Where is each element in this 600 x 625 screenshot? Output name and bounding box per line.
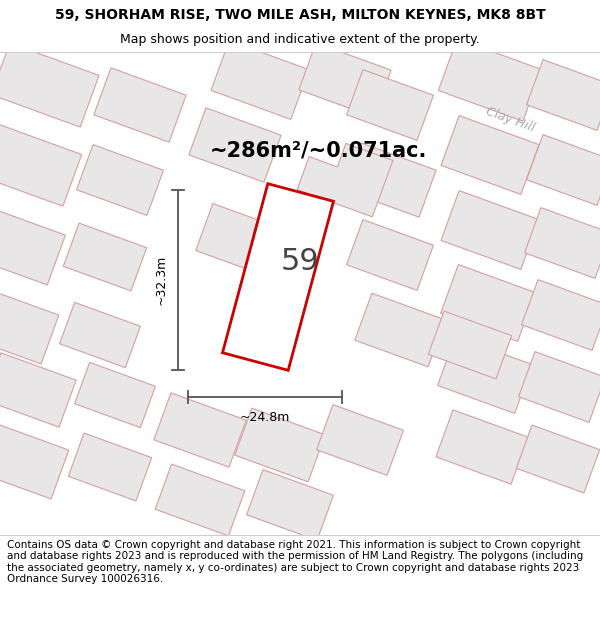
Text: Contains OS data © Crown copyright and database right 2021. This information is : Contains OS data © Crown copyright and d…: [7, 539, 583, 584]
Polygon shape: [235, 408, 325, 482]
Polygon shape: [68, 433, 152, 501]
Polygon shape: [189, 108, 281, 182]
Polygon shape: [527, 134, 600, 206]
Polygon shape: [64, 223, 146, 291]
Polygon shape: [0, 286, 59, 364]
Polygon shape: [154, 393, 246, 467]
Polygon shape: [437, 336, 532, 414]
Polygon shape: [436, 410, 528, 484]
Polygon shape: [440, 264, 535, 341]
Text: ~24.8m: ~24.8m: [240, 411, 290, 424]
Polygon shape: [347, 69, 433, 141]
Polygon shape: [441, 116, 539, 194]
Polygon shape: [344, 143, 436, 217]
Polygon shape: [155, 464, 245, 536]
Polygon shape: [317, 404, 403, 476]
Text: 59: 59: [281, 248, 319, 276]
Polygon shape: [299, 43, 391, 117]
Polygon shape: [439, 39, 542, 121]
Polygon shape: [196, 204, 279, 276]
Polygon shape: [223, 184, 334, 371]
Text: 59, SHORHAM RISE, TWO MILE ASH, MILTON KEYNES, MK8 8BT: 59, SHORHAM RISE, TWO MILE ASH, MILTON K…: [55, 8, 545, 21]
Polygon shape: [0, 43, 99, 127]
Text: Clay Hill: Clay Hill: [484, 105, 536, 135]
Polygon shape: [0, 124, 82, 206]
Text: ~286m²/~0.071ac.: ~286m²/~0.071ac.: [210, 140, 427, 160]
Polygon shape: [0, 353, 76, 427]
Polygon shape: [94, 68, 186, 142]
Polygon shape: [441, 191, 539, 269]
Polygon shape: [517, 425, 599, 493]
Polygon shape: [59, 302, 140, 368]
Polygon shape: [521, 279, 600, 351]
Text: ~32.3m: ~32.3m: [155, 255, 168, 305]
Polygon shape: [297, 143, 393, 217]
Polygon shape: [524, 208, 600, 278]
Polygon shape: [347, 219, 433, 291]
Text: Map shows position and indicative extent of the property.: Map shows position and indicative extent…: [120, 32, 480, 46]
Polygon shape: [0, 421, 69, 499]
Polygon shape: [518, 352, 600, 422]
Polygon shape: [74, 362, 155, 428]
Polygon shape: [247, 469, 334, 541]
Polygon shape: [527, 59, 600, 131]
Polygon shape: [355, 293, 445, 367]
Polygon shape: [211, 41, 309, 119]
Polygon shape: [77, 144, 163, 216]
Polygon shape: [0, 205, 65, 285]
Polygon shape: [428, 311, 512, 379]
